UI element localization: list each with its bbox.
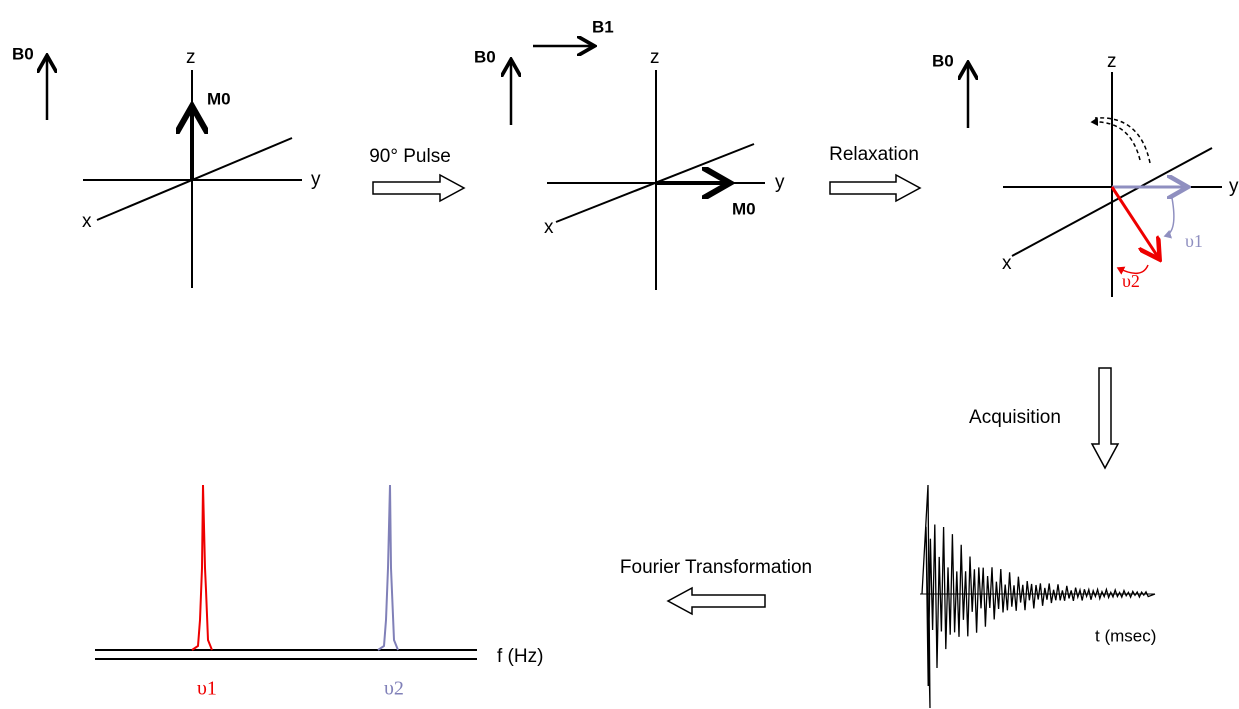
frequency-axis-label: f (Hz) <box>497 646 543 667</box>
x-label: x <box>1002 253 1012 274</box>
relaxation-path <box>1094 117 1151 164</box>
panel-equilibrium: B0 z y x M0 <box>12 44 321 288</box>
field-label: B0 <box>12 44 34 63</box>
vector-label: M0 <box>207 89 231 108</box>
frequency-label: υ1 <box>1185 231 1203 251</box>
y-label: y <box>1229 176 1239 197</box>
precession-v1 <box>1163 197 1175 239</box>
frequency-label: υ2 <box>1122 271 1140 291</box>
pulse-label: B1 <box>592 17 614 36</box>
x-axis <box>96 137 293 221</box>
relaxation-path <box>1090 117 1141 161</box>
precession-v2 <box>1116 264 1149 275</box>
x-label: x <box>544 217 554 238</box>
peak <box>377 484 399 651</box>
fid-signal <box>921 484 1156 709</box>
step-label: Acquisition <box>969 407 1061 428</box>
peak-label: υ2 <box>384 678 404 700</box>
x-axis <box>555 143 755 223</box>
x-axis <box>1011 147 1213 257</box>
x-label: x <box>82 211 92 232</box>
panel-relaxation: B0 z y x υ1 υ2 <box>932 51 1239 297</box>
step-arrow <box>1090 367 1120 470</box>
panel-pulse: B0 B1 z y x M0 <box>474 17 785 290</box>
spectrum: f (Hz) υ1 υ2 <box>95 484 543 700</box>
z-label: z <box>1107 51 1117 72</box>
field-label: B0 <box>932 51 954 70</box>
step-arrow <box>666 586 766 616</box>
fid-axis-label: t (msec) <box>1095 626 1156 645</box>
peak <box>191 484 213 651</box>
vector-v2 <box>1110 186 1158 257</box>
step-label: Relaxation <box>829 144 919 165</box>
step-arrow <box>372 173 466 203</box>
vector-label: M0 <box>732 199 756 218</box>
step-arrow <box>829 173 922 203</box>
y-label: y <box>311 169 321 190</box>
peak-label: υ1 <box>197 678 217 700</box>
z-label: z <box>186 47 196 68</box>
step-label: Fourier Transformation <box>620 557 812 578</box>
y-label: y <box>775 172 785 193</box>
step-label: 90° Pulse <box>369 146 451 167</box>
fid: t (msec) <box>920 484 1156 709</box>
field-label: B0 <box>474 47 496 66</box>
z-label: z <box>650 47 660 68</box>
